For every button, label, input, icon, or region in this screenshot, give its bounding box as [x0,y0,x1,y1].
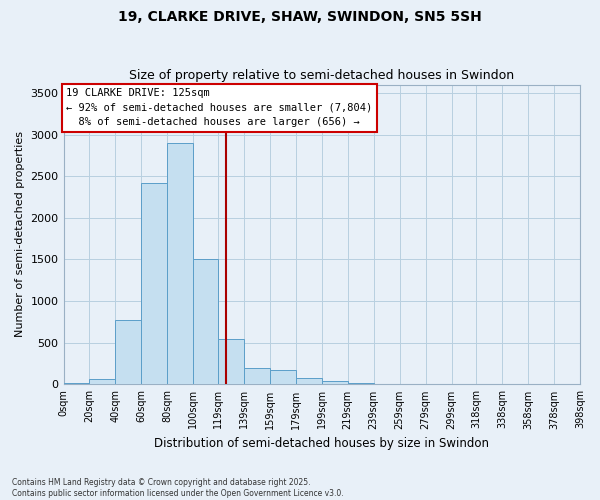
Bar [89,380,115,384]
Bar [322,380,348,384]
X-axis label: Distribution of semi-detached houses by size in Swindon: Distribution of semi-detached houses by … [154,437,489,450]
Bar [218,340,244,384]
Bar [142,183,167,384]
Bar [296,378,322,384]
Title: Size of property relative to semi-detached houses in Swindon: Size of property relative to semi-detach… [129,69,514,82]
Bar [244,368,270,384]
Bar [270,370,296,384]
Bar [64,383,89,384]
Bar [115,320,142,384]
Text: 19 CLARKE DRIVE: 125sqm
← 92% of semi-detached houses are smaller (7,804)
  8% o: 19 CLARKE DRIVE: 125sqm ← 92% of semi-de… [66,88,373,128]
Bar [167,143,193,384]
Bar [193,258,218,384]
Text: 19, CLARKE DRIVE, SHAW, SWINDON, SN5 5SH: 19, CLARKE DRIVE, SHAW, SWINDON, SN5 5SH [118,10,482,24]
Y-axis label: Number of semi-detached properties: Number of semi-detached properties [15,132,25,338]
Text: Contains HM Land Registry data © Crown copyright and database right 2025.
Contai: Contains HM Land Registry data © Crown c… [12,478,344,498]
Bar [348,383,374,384]
